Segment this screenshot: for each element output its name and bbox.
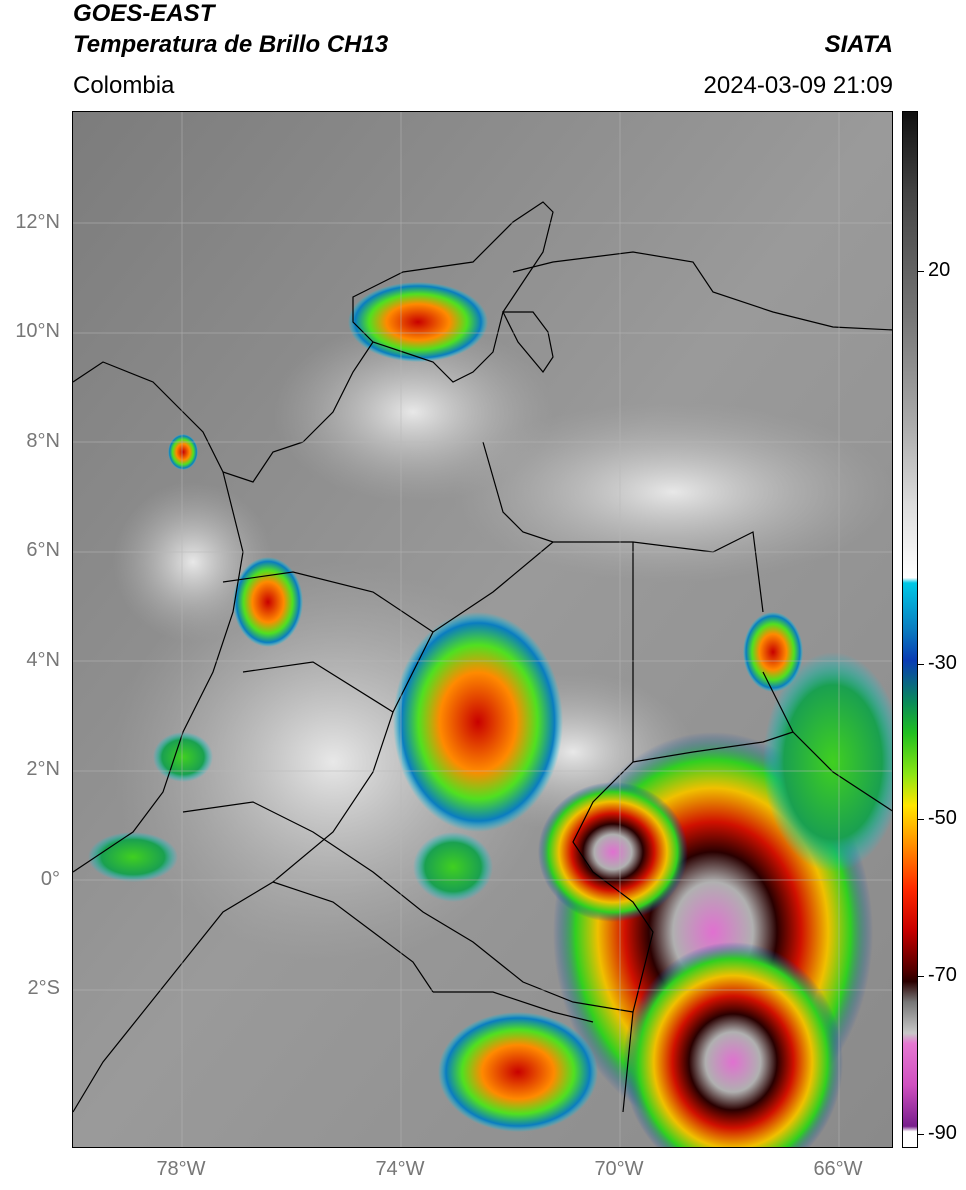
lat-label: 6°N bbox=[26, 539, 60, 561]
borders bbox=[73, 201, 892, 1113]
lat-label: 12°N bbox=[15, 211, 60, 233]
colorbar-label: -30 bbox=[928, 652, 957, 674]
storm-cell-center bbox=[393, 612, 563, 832]
lat-label: 10°N bbox=[15, 320, 60, 342]
colorbar-label: -70 bbox=[928, 964, 957, 986]
lon-label: 66°W bbox=[813, 1158, 863, 1180]
lat-label: 0° bbox=[40, 868, 60, 890]
satellite-map[interactable] bbox=[72, 111, 893, 1148]
colorbar bbox=[902, 111, 918, 1148]
source-label: SIATA bbox=[824, 31, 893, 58]
lon-label: 74°W bbox=[375, 1158, 425, 1180]
region-label: Colombia bbox=[73, 72, 175, 99]
lat-label: 4°N bbox=[26, 649, 60, 671]
lon-label: 78°W bbox=[156, 1158, 206, 1180]
graticule bbox=[73, 112, 892, 1147]
colorbar-label: -90 bbox=[928, 1122, 957, 1144]
map-canvas bbox=[73, 112, 892, 1147]
satellite-title: GOES-EAST bbox=[73, 0, 215, 27]
datetime-label: 2024-03-09 21:09 bbox=[703, 72, 894, 99]
lat-label: 2°S bbox=[27, 977, 60, 999]
colorbar-label: 20 bbox=[928, 259, 951, 281]
lat-label: 2°N bbox=[26, 758, 60, 780]
colorbar-label: -50 bbox=[928, 807, 957, 829]
lat-label: 8°N bbox=[26, 430, 60, 452]
lon-label: 70°W bbox=[594, 1158, 644, 1180]
product-title: Temperatura de Brillo CH13 bbox=[73, 31, 389, 58]
storm-cell-north bbox=[348, 282, 488, 362]
